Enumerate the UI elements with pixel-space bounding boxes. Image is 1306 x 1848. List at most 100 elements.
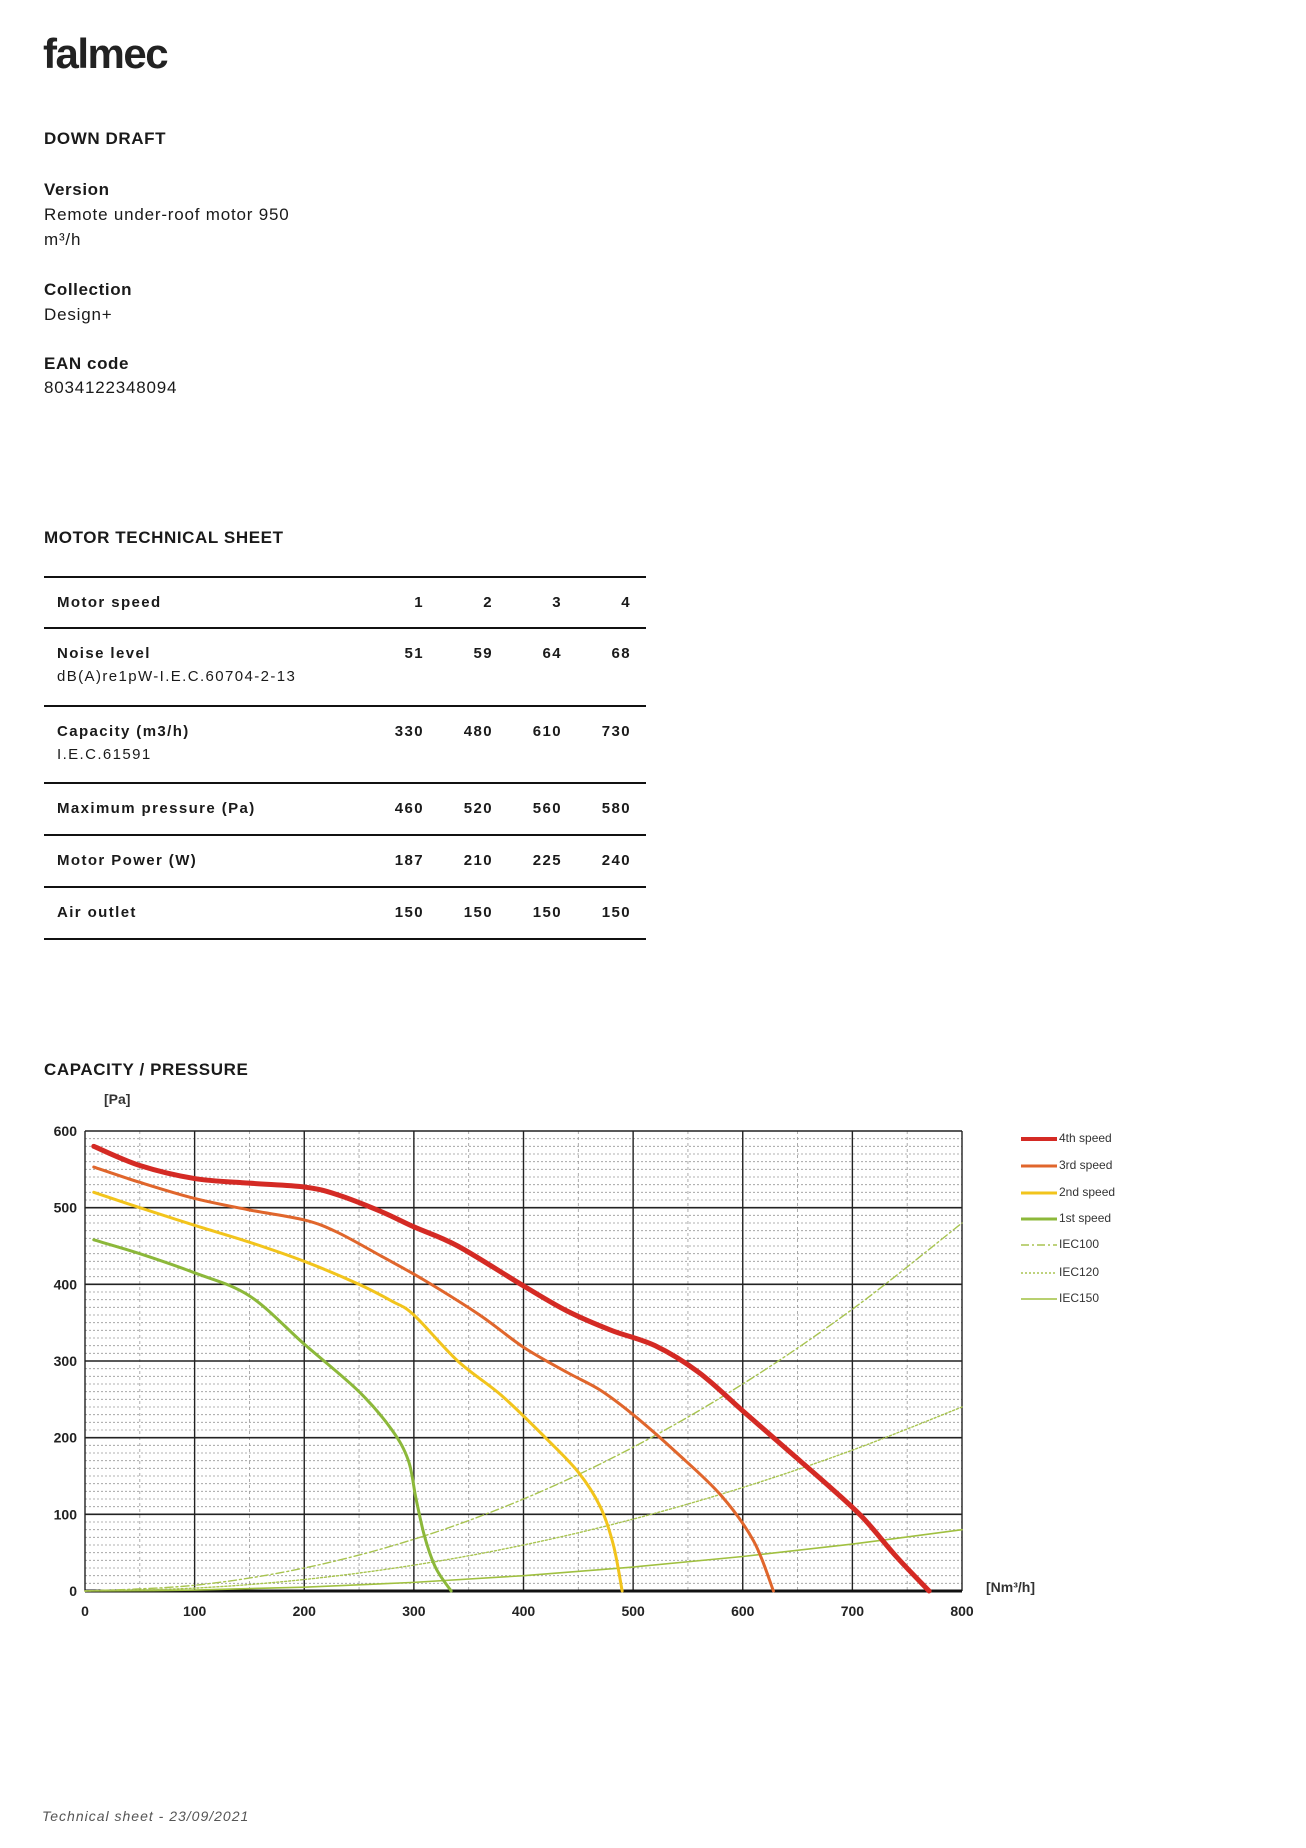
cell: 64 — [542, 645, 562, 662]
cell: 480 — [463, 723, 493, 740]
y-tick-label: 300 — [54, 1353, 78, 1369]
row-sublabel: dB(A)re1pW-I.E.C.60704-2-13 — [57, 668, 297, 685]
cell: 4 — [621, 594, 631, 611]
x-tick-label: 600 — [731, 1603, 755, 1619]
row-label: Air outlet — [44, 887, 355, 939]
row-label: Motor Power (W) — [44, 835, 355, 887]
legend-item: 1st speed — [1021, 1211, 1111, 1225]
cell: 150 — [463, 904, 493, 921]
x-tick-label: 100 — [183, 1603, 207, 1619]
row-label: Noise level dB(A)re1pW-I.E.C.60704-2-13 — [44, 628, 355, 706]
legend-item: 4th speed — [1021, 1131, 1112, 1145]
collection-label: Collection — [44, 280, 133, 299]
x-tick-label: 800 — [950, 1603, 974, 1619]
cell: 730 — [601, 723, 631, 740]
x-axis-label: [Nm³/h] — [986, 1579, 1035, 1595]
legend-label: 4th speed — [1059, 1131, 1112, 1145]
cell: 1 — [414, 594, 424, 611]
ean-label: EAN code — [44, 354, 130, 373]
curve-iec120 — [84, 1406, 963, 1592]
cell: 150 — [532, 904, 562, 921]
cell: 610 — [532, 723, 562, 740]
curve-3rd-speed — [92, 1165, 775, 1593]
table-row: Motor speed 1 2 3 4 — [44, 577, 646, 628]
legend-item: IEC100 — [1021, 1237, 1099, 1251]
chart-grid — [84, 1130, 963, 1593]
x-tick-label: 300 — [402, 1603, 426, 1619]
table-row: Air outlet 150 150 150 150 — [44, 887, 646, 939]
legend-label: IEC100 — [1059, 1237, 1100, 1251]
motor-sheet-title: MOTOR TECHNICAL SHEET — [44, 528, 284, 547]
legend-item: IEC120 — [1021, 1265, 1099, 1279]
cell: 240 — [601, 852, 631, 869]
legend-swatch — [1021, 1136, 1057, 1141]
legend-swatch — [1021, 1244, 1057, 1246]
version-value-line1: Remote under-roof motor 950 — [44, 205, 290, 224]
legend-item: 2nd speed — [1021, 1185, 1115, 1199]
y-axis-label: [Pa] — [104, 1091, 130, 1107]
curve-1st-speed — [92, 1238, 453, 1593]
legend-label: IEC150 — [1059, 1291, 1100, 1305]
motor-spec-table: Motor speed 1 2 3 4 Noise level dB(A)re1p… — [44, 576, 646, 940]
cell: 580 — [601, 800, 631, 817]
collection-value: Design+ — [44, 305, 113, 324]
falmec-logo: falmec — [43, 30, 169, 77]
curve-iec150 — [84, 1528, 963, 1592]
legend-swatch — [1021, 1217, 1057, 1221]
y-tick-label: 400 — [54, 1276, 78, 1292]
capacity-pressure-chart: 0 100 200 300 400 500 600 700 800 0 100 200 300 400 50… — [54, 1091, 1035, 1619]
legend-item: 3rd speed — [1021, 1158, 1112, 1172]
y-tick-label: 0 — [69, 1583, 77, 1599]
row-label: Maximum pressure (Pa) — [44, 783, 355, 835]
x-tick-label: 400 — [512, 1603, 536, 1619]
cell: 460 — [394, 800, 424, 817]
row-label-text: Noise level — [57, 645, 151, 662]
footer-date: Technical sheet - 23/09/2021 — [42, 1808, 250, 1824]
cell: 59 — [473, 645, 493, 662]
row-sublabel: I.E.C.61591 — [57, 746, 152, 763]
legend-label: IEC120 — [1059, 1265, 1100, 1279]
curve-iec100 — [84, 1222, 963, 1592]
version-value-line2: m³/h — [44, 230, 82, 249]
row-label: Capacity (m3/h) I.E.C.61591 — [44, 706, 355, 783]
cell: 68 — [611, 645, 631, 662]
x-tick-label: 500 — [621, 1603, 645, 1619]
row-label-text: Motor Power (W) — [57, 852, 198, 869]
table-row: Maximum pressure (Pa) 460 520 560 580 — [44, 783, 646, 835]
legend-label: 3rd speed — [1059, 1158, 1113, 1172]
product-category: DOWN DRAFT — [44, 129, 167, 148]
row-label-text: Air outlet — [57, 904, 137, 921]
y-tick-label: 200 — [54, 1430, 78, 1446]
x-tick-label: 0 — [81, 1603, 89, 1619]
chart-title: CAPACITY / PRESSURE — [44, 1060, 249, 1079]
curve-2nd-speed — [92, 1190, 624, 1593]
legend-label: 2nd speed — [1059, 1185, 1116, 1199]
cell: 225 — [532, 852, 562, 869]
legend-item: IEC150 — [1021, 1291, 1099, 1305]
cell: 520 — [463, 800, 493, 817]
cell: 150 — [601, 904, 631, 921]
ean-value: 8034122348094 — [44, 378, 178, 397]
y-tick-label: 600 — [54, 1123, 78, 1139]
y-tick-label: 500 — [54, 1200, 78, 1216]
table-row: Noise level dB(A)re1pW-I.E.C.60704-2-13 5… — [44, 628, 646, 706]
row-label-text: Capacity (m3/h) — [57, 723, 190, 740]
chart-ticks: 0 100 200 300 400 500 600 700 800 0 100 200 300 400 50… — [54, 1123, 974, 1619]
cell: 150 — [394, 904, 424, 921]
row-label-text: Motor speed — [57, 594, 162, 611]
cell: 2 — [483, 594, 493, 611]
legend-label: 1st speed — [1059, 1211, 1112, 1225]
row-label: Motor speed — [44, 577, 355, 628]
table-row: Motor Power (W) 187 210 225 240 — [44, 835, 646, 887]
cell: 210 — [463, 852, 493, 869]
cell: 330 — [394, 723, 424, 740]
cell: 187 — [394, 852, 424, 869]
legend-swatch — [1021, 1164, 1057, 1168]
y-tick-label: 100 — [54, 1506, 78, 1522]
x-tick-label: 700 — [841, 1603, 865, 1619]
legend-swatch — [1021, 1298, 1057, 1300]
x-tick-label: 200 — [293, 1603, 317, 1619]
legend-swatch — [1021, 1191, 1057, 1195]
cell: 560 — [532, 800, 562, 817]
curve-4th-speed — [91, 1143, 932, 1594]
